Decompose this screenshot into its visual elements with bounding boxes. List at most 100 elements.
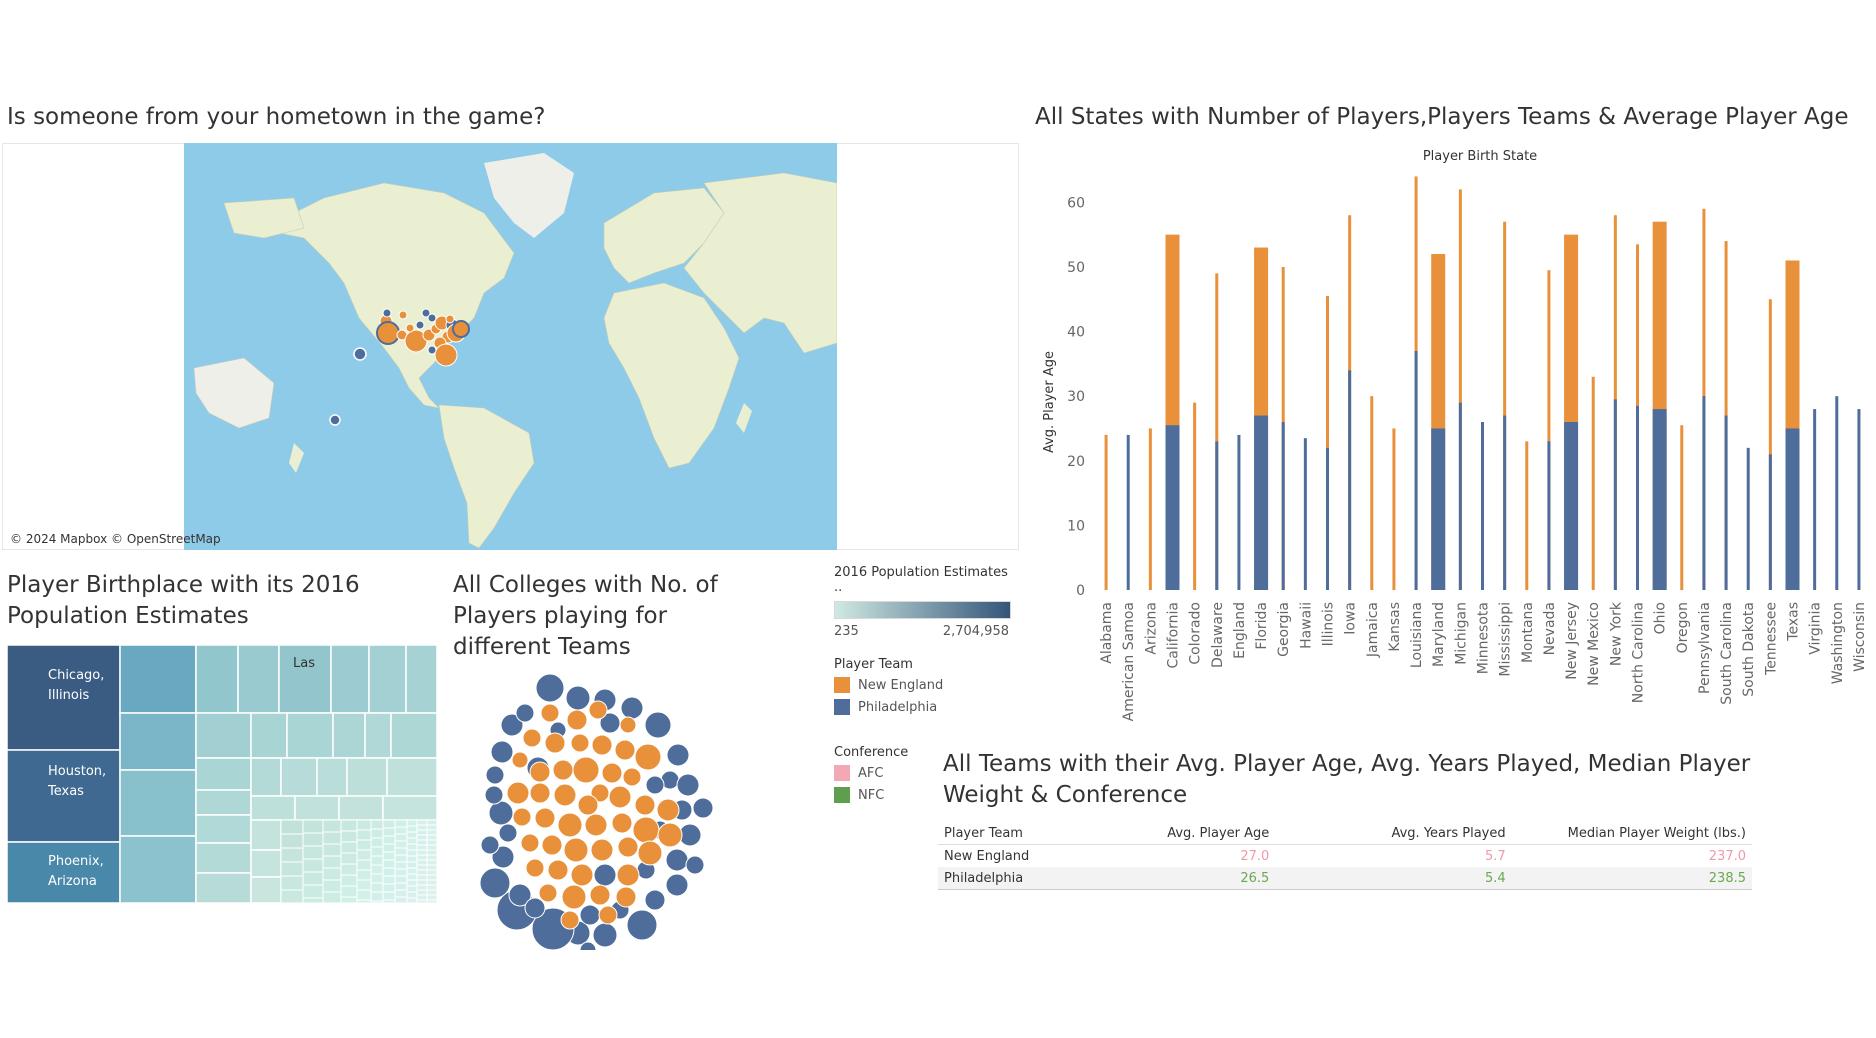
treemap-cell[interactable]: [250, 757, 282, 797]
treemap[interactable]: Chicago, Illinois Houston, Texas Phoenix…: [6, 644, 438, 904]
bar-philadelphia[interactable]: [1547, 441, 1551, 590]
treemap-cell[interactable]: [406, 879, 418, 887]
bar-philadelphia[interactable]: [1785, 428, 1800, 590]
treemap-cell[interactable]: [382, 819, 396, 829]
bar-philadelphia[interactable]: [1481, 422, 1484, 590]
treemap-cell[interactable]: [394, 833, 408, 842]
college-bubble[interactable]: [547, 859, 569, 881]
college-bubble[interactable]: [570, 733, 590, 753]
treemap-cell[interactable]: [250, 795, 296, 821]
bar-philadelphia[interactable]: [1768, 454, 1772, 590]
college-bubble[interactable]: [557, 812, 583, 838]
bar-philadelphia[interactable]: [1237, 434, 1241, 590]
bar-new-england[interactable]: [1768, 299, 1772, 590]
bar-philadelphia[interactable]: [1702, 396, 1706, 590]
treemap-cell[interactable]: [382, 859, 396, 869]
treemap-cell[interactable]: [322, 867, 342, 881]
college-bubble[interactable]: [590, 783, 610, 803]
college-bubble[interactable]: [632, 816, 660, 844]
college-bubble[interactable]: [500, 713, 524, 737]
world-map[interactable]: [184, 143, 837, 550]
treemap-cell[interactable]: [332, 712, 366, 759]
treemap-cell[interactable]: [406, 843, 418, 851]
treemap-cell[interactable]: [370, 864, 384, 875]
college-bubble[interactable]: [665, 873, 689, 897]
treemap-cell[interactable]: [394, 875, 408, 884]
treemap-cell[interactable]: [302, 884, 324, 899]
college-bubble[interactable]: [644, 889, 666, 911]
college-bubble[interactable]: [541, 834, 563, 856]
treemap-cell[interactable]: [330, 644, 370, 714]
treemap-cell[interactable]: [406, 849, 418, 857]
college-bubble[interactable]: [490, 740, 514, 764]
treemap-cell[interactable]: [340, 863, 358, 876]
college-bubble[interactable]: [666, 743, 690, 767]
treemap-cell[interactable]: [426, 899, 438, 904]
college-bubble[interactable]: [619, 716, 637, 734]
treemap-cell[interactable]: [280, 847, 304, 863]
legend-nfc[interactable]: NFC: [834, 787, 908, 803]
treemap-cell[interactable]: [280, 875, 304, 891]
college-bubble[interactable]: [572, 756, 600, 784]
treemap-cell[interactable]: [195, 842, 252, 874]
treemap-cell[interactable]: [394, 854, 408, 863]
treemap-cell[interactable]: [416, 839, 428, 846]
treemap-cell[interactable]: [394, 847, 408, 856]
treemap-cell[interactable]: [368, 644, 407, 714]
college-bubble[interactable]: [540, 703, 560, 723]
treemap-cell[interactable]: [370, 837, 384, 848]
treemap-cell[interactable]: [119, 769, 197, 837]
treemap-cell[interactable]: [394, 889, 408, 898]
bar-philadelphia[interactable]: [1281, 422, 1285, 590]
college-bubble[interactable]: [592, 922, 618, 948]
college-bubble[interactable]: [538, 883, 558, 903]
college-bubble[interactable]: [566, 709, 588, 731]
treemap-cell[interactable]: [394, 840, 408, 849]
bar-new-england[interactable]: [1458, 189, 1462, 590]
treemap-cell[interactable]: [406, 867, 418, 875]
college-bubble[interactable]: [534, 807, 556, 829]
treemap-cell[interactable]: [340, 874, 358, 887]
treemap-cell[interactable]: [119, 712, 197, 771]
bar-philadelphia[interactable]: [1458, 402, 1462, 590]
treemap-cell[interactable]: [280, 889, 304, 904]
treemap-cell[interactable]: [394, 826, 408, 835]
bar-philadelphia[interactable]: [1636, 405, 1639, 590]
treemap-cell[interactable]: [356, 859, 372, 871]
treemap-cell[interactable]: [302, 897, 324, 904]
bar-new-england[interactable]: [1193, 402, 1197, 590]
player-dots[interactable]: [329, 308, 470, 426]
college-bubble[interactable]: [508, 883, 532, 907]
treemap-cell[interactable]: [426, 859, 438, 866]
bar-philadelphia[interactable]: [1724, 415, 1728, 590]
treemap-cell[interactable]: [382, 835, 396, 845]
college-bubble[interactable]: [615, 886, 637, 908]
college-bubble[interactable]: [520, 833, 540, 853]
treemap-cell[interactable]: [346, 757, 388, 797]
treemap-cell[interactable]: [382, 883, 396, 893]
bar-new-england[interactable]: [1591, 376, 1595, 590]
treemap-cell-chicago[interactable]: [6, 644, 121, 751]
treemap-cell[interactable]: [250, 712, 288, 759]
college-bubble[interactable]: [692, 797, 714, 819]
bar-new-england[interactable]: [1525, 441, 1529, 590]
treemap-cell[interactable]: [394, 861, 408, 870]
treemap-cell[interactable]: [356, 899, 372, 904]
treemap-cell[interactable]: [340, 841, 358, 854]
bar-philadelphia[interactable]: [1613, 399, 1617, 590]
treemap-cell[interactable]: [195, 757, 252, 791]
bar-philadelphia[interactable]: [1326, 447, 1329, 590]
college-bubble[interactable]: [511, 751, 529, 769]
treemap-cell[interactable]: [119, 835, 197, 904]
treemap-cell[interactable]: [302, 858, 324, 873]
treemap-cell[interactable]: [416, 899, 428, 904]
treemap-cell[interactable]: [394, 819, 408, 828]
college-bubble[interactable]: [512, 807, 532, 827]
treemap-cell[interactable]: [302, 845, 324, 860]
treemap-cell[interactable]: [280, 819, 304, 835]
college-bubble[interactable]: [529, 782, 551, 804]
treemap-cell[interactable]: [406, 885, 418, 893]
college-bubble[interactable]: [593, 863, 617, 887]
treemap-cell[interactable]: [416, 859, 428, 866]
treemap-cell[interactable]: [394, 882, 408, 891]
